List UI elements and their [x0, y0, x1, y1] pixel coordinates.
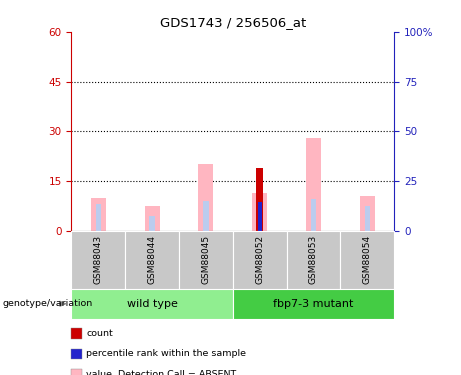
Text: wild type: wild type	[127, 299, 177, 309]
Bar	[311, 199, 316, 231]
Text: GSM88052: GSM88052	[255, 235, 264, 284]
Bar	[257, 202, 262, 231]
FancyBboxPatch shape	[179, 231, 233, 289]
Bar	[306, 138, 321, 231]
Bar	[149, 216, 155, 231]
Text: value, Detection Call = ABSENT: value, Detection Call = ABSENT	[86, 370, 236, 375]
FancyBboxPatch shape	[340, 231, 394, 289]
Text: GSM88043: GSM88043	[94, 235, 103, 284]
Bar	[96, 204, 101, 231]
Bar	[203, 201, 208, 231]
FancyBboxPatch shape	[71, 231, 125, 289]
Bar	[198, 164, 213, 231]
Bar	[258, 202, 261, 231]
FancyBboxPatch shape	[287, 231, 340, 289]
FancyBboxPatch shape	[125, 231, 179, 289]
Text: GSM88054: GSM88054	[363, 235, 372, 284]
FancyBboxPatch shape	[233, 231, 287, 289]
Text: GSM88044: GSM88044	[148, 235, 157, 284]
Text: GSM88045: GSM88045	[201, 235, 210, 284]
Text: count: count	[86, 329, 113, 338]
Text: GSM88053: GSM88053	[309, 235, 318, 284]
FancyBboxPatch shape	[71, 289, 233, 319]
Bar	[252, 192, 267, 231]
Bar	[360, 196, 375, 231]
Title: GDS1743 / 256506_at: GDS1743 / 256506_at	[160, 16, 306, 29]
Text: fbp7-3 mutant: fbp7-3 mutant	[273, 299, 354, 309]
Text: genotype/variation: genotype/variation	[2, 299, 93, 308]
FancyBboxPatch shape	[233, 289, 394, 319]
Bar	[365, 206, 370, 231]
Bar	[145, 206, 160, 231]
Bar	[91, 198, 106, 231]
Bar	[256, 168, 263, 231]
Text: percentile rank within the sample: percentile rank within the sample	[86, 350, 246, 358]
